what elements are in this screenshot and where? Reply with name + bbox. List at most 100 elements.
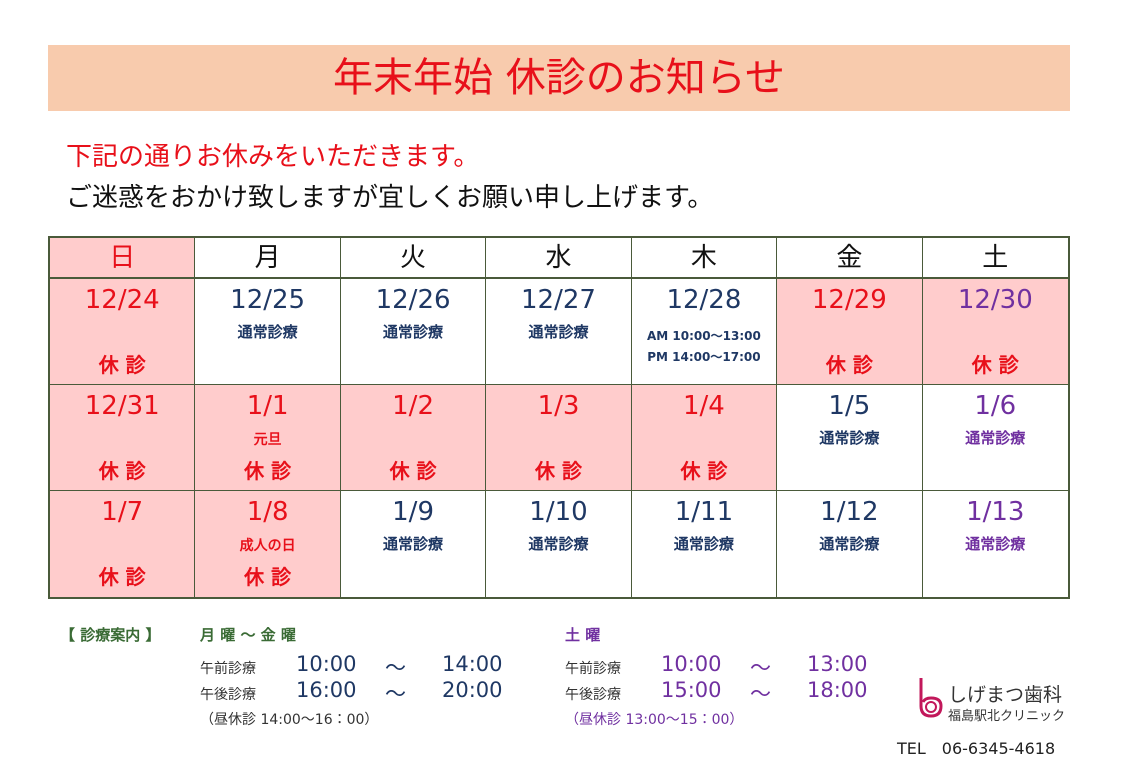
hours-line: AM 10:00～13:00 [647, 329, 761, 343]
hours-time: ～ [385, 682, 406, 706]
hours-time: 18:00 [807, 678, 868, 702]
holiday-name: 成人の日 [239, 538, 296, 554]
day-cell: 1/13 通常診療 [923, 491, 1068, 597]
day-cell: 1/11 通常診療 [632, 491, 778, 597]
date: 1/4 [683, 391, 725, 421]
title: 年末年始 休診のお知らせ [48, 45, 1070, 111]
date: 1/7 [101, 497, 144, 527]
day-cell: 12/31 休 診 [50, 385, 196, 491]
hours-time: ～ [750, 656, 771, 680]
day-cell: 1/3 休 診 [486, 385, 632, 491]
day-cell: 1/12 通常診療 [777, 491, 923, 597]
weekday-header: 木 [631, 238, 778, 279]
status-open: 通常診療 [819, 429, 880, 447]
date: 1/5 [828, 391, 871, 421]
weekday-header: 火 [340, 238, 487, 279]
status-closed: 休 診 [98, 353, 146, 377]
date: 1/2 [392, 391, 434, 421]
day-cell: 12/26 通常診療 [340, 279, 487, 385]
date: 1/10 [529, 497, 588, 527]
lunch-break: （昼休診 14:00～16：00） [200, 712, 379, 728]
intro-line: ご迷惑をおかけ致しますが宜しくお願い申し上げます。 [66, 183, 714, 213]
weekday-header: 土 [922, 238, 1068, 279]
date: 1/1 [246, 391, 289, 421]
day-cell: 1/10 通常診療 [486, 491, 632, 597]
weekday-header: 水 [486, 238, 632, 279]
date: 1/11 [674, 497, 734, 527]
status-open: 通常診療 [528, 323, 589, 341]
date: 12/26 [375, 285, 451, 315]
date: 12/29 [811, 285, 887, 315]
hours-label: 午前診療 [200, 661, 256, 677]
hours-label: 午前診療 [565, 661, 621, 677]
day-cell: 12/30 休 診 [922, 279, 1068, 385]
day-cell: 1/7 休 診 [50, 491, 196, 597]
hours-label: 午後診療 [200, 687, 256, 703]
date: 12/27 [521, 285, 596, 315]
lunch-break: （昼休診 13:00～15：00） [565, 712, 744, 728]
holiday-name: 元旦 [253, 432, 282, 448]
calendar: 日月火水木金土 12/24 休 診 12/25 通常診療 12/26 通常診療 12/27 通常… [48, 236, 1070, 599]
hours-time: 10:00 [296, 652, 357, 676]
hours-line: PM 14:00～17:00 [647, 350, 761, 364]
clinic-tel: TEL 06-6345-4618 [897, 739, 1056, 758]
hours-time: ～ [750, 682, 771, 706]
day-cell: 1/9 通常診療 [341, 491, 487, 597]
clinic-branch: 福島駅北クリニック [948, 709, 1066, 724]
hours-title: 土 曜 [565, 626, 601, 644]
day-cell: 12/27 通常診療 [486, 279, 632, 385]
date: 1/6 [974, 391, 1017, 421]
weekday-header: 日 [50, 238, 196, 279]
day-cell: 12/29 休 診 [777, 279, 923, 385]
day-cell: 12/25 通常診療 [195, 279, 341, 385]
clinic-logo [919, 678, 943, 718]
date: 12/25 [230, 285, 306, 315]
status-closed: 休 診 [680, 459, 728, 483]
status-open: 通常診療 [673, 535, 734, 553]
status-closed: 休 診 [98, 565, 146, 589]
hours-time: 10:00 [661, 652, 722, 676]
hours-time: 15:00 [661, 678, 722, 702]
status-open: 通常診療 [383, 535, 444, 553]
status-open: 通常診療 [965, 535, 1026, 553]
day-cell: 1/8 成人の日休 診 [195, 491, 341, 597]
intro-line: 下記の通りお休みをいただきます。 [66, 142, 480, 172]
clinic-name: しげまつ歯科 [948, 684, 1063, 706]
day-cell: 12/28 AM 10:00～13:00 PM 14:00～17:00 [631, 279, 778, 385]
status-closed: 休 診 [535, 459, 582, 483]
status-closed: 休 診 [389, 459, 437, 483]
status-open: 通常診療 [237, 323, 298, 341]
status-open: 通常診療 [819, 535, 880, 553]
date: 1/12 [820, 497, 879, 527]
hours-time: 14:00 [442, 652, 503, 676]
day-cell: 1/6 通常診療 [922, 385, 1068, 491]
hours-time: 20:00 [442, 678, 503, 702]
status-closed: 休 診 [825, 353, 873, 377]
date: 1/13 [966, 497, 1025, 527]
weekday-header: 月 [195, 238, 341, 279]
date: 12/31 [84, 391, 160, 421]
status-closed: 休 診 [244, 565, 292, 589]
status-closed: 休 診 [971, 353, 1019, 377]
date: 1/9 [392, 497, 434, 527]
date: 12/28 [666, 285, 742, 315]
hours-time: 13:00 [807, 652, 868, 676]
date: 1/8 [246, 497, 289, 527]
day-cell: 1/4 休 診 [631, 385, 778, 491]
status-closed: 休 診 [244, 459, 292, 483]
weekday-header: 金 [777, 238, 923, 279]
hours-time: 16:00 [296, 678, 357, 702]
date: 1/3 [537, 391, 580, 421]
status-open: 通常診療 [965, 429, 1026, 447]
hours-time: ～ [385, 656, 406, 680]
date: 12/24 [84, 285, 160, 315]
date: 12/30 [957, 285, 1033, 315]
day-cell: 1/5 通常診療 [777, 385, 923, 491]
day-cell: 12/24 休 診 [50, 279, 196, 385]
status-open: 通常診療 [383, 323, 444, 341]
status-open: 通常診療 [528, 535, 589, 553]
hours-label: 【 診療案内 】 [60, 626, 161, 644]
day-cell: 1/1 元旦休 診 [195, 385, 341, 491]
status-closed: 休 診 [98, 459, 146, 483]
